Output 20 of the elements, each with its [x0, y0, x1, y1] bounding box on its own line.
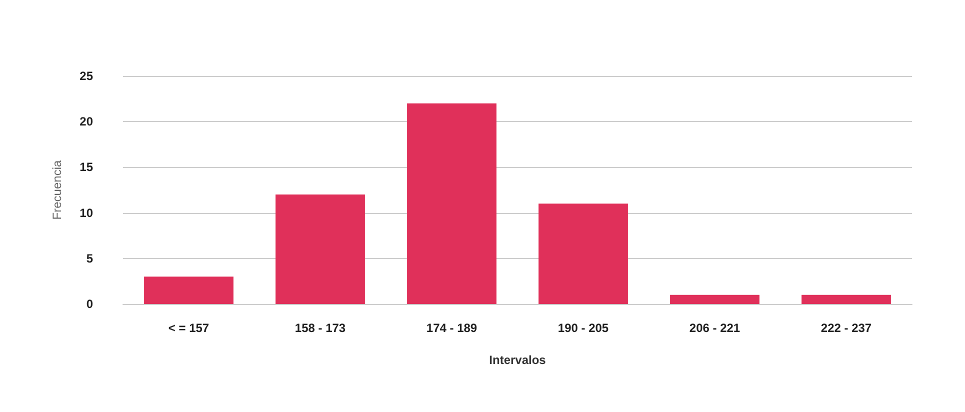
- bar: [144, 276, 234, 304]
- x-tick-label: 158 - 173: [294, 321, 346, 335]
- y-axis-title: Frecuencia: [50, 160, 64, 220]
- bar: [670, 294, 760, 304]
- y-tick-label: 15: [80, 160, 94, 174]
- y-tick-label: 25: [80, 69, 94, 83]
- bar: [538, 204, 628, 304]
- y-tick-label: 5: [86, 251, 94, 266]
- x-tick-label: 222 - 237: [820, 321, 872, 335]
- x-axis-title: Intervalos: [489, 353, 546, 367]
- bar: [407, 103, 496, 304]
- bar: [802, 294, 891, 304]
- y-tick-label: 0: [86, 297, 94, 311]
- x-tick-label: < = 157: [168, 321, 210, 335]
- bar: [276, 194, 365, 304]
- x-tick-label: 206 - 221: [689, 321, 740, 335]
- y-tick-label: 10: [80, 206, 94, 220]
- x-tick-label: 174 - 189: [426, 321, 478, 335]
- y-tick-label: 20: [80, 114, 94, 129]
- x-tick-label: 190 - 205: [558, 321, 609, 335]
